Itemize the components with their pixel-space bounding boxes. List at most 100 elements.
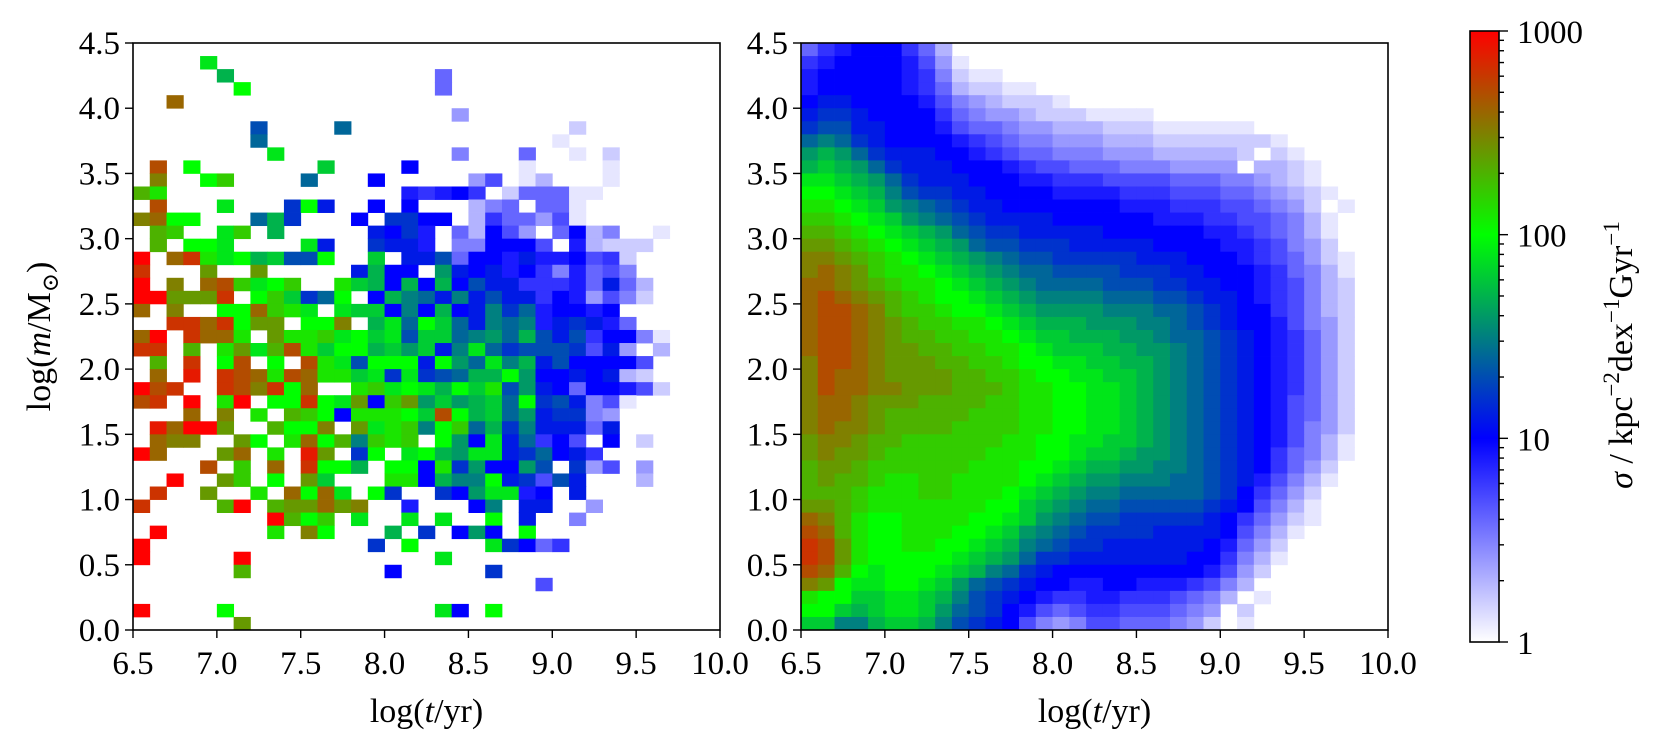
heatmap-cell bbox=[834, 251, 852, 266]
heatmap-cell bbox=[552, 303, 570, 318]
heatmap-cell bbox=[233, 82, 251, 96]
x-tick-label: 9.5 bbox=[616, 646, 657, 682]
heatmap-cell bbox=[834, 160, 852, 174]
heatmap-cell bbox=[401, 356, 419, 370]
heatmap-cell bbox=[868, 486, 886, 500]
heatmap-cell bbox=[1237, 264, 1255, 279]
heatmap-cell bbox=[501, 212, 520, 227]
heatmap-cell bbox=[535, 382, 553, 396]
heatmap-cell bbox=[1119, 343, 1137, 357]
heatmap-cell bbox=[985, 525, 1003, 540]
heatmap-cell bbox=[585, 421, 603, 435]
heatmap-cell bbox=[1052, 238, 1070, 253]
heatmap-cell bbox=[968, 290, 986, 305]
heatmap-cell bbox=[1153, 147, 1171, 161]
heatmap-cell bbox=[384, 277, 402, 292]
heatmap-cell bbox=[334, 316, 352, 331]
heatmap-cell bbox=[1102, 134, 1121, 148]
heatmap-cell bbox=[968, 186, 986, 200]
heatmap-cell bbox=[834, 238, 852, 253]
heatmap-cell bbox=[1052, 251, 1070, 266]
heatmap-cell bbox=[1035, 421, 1053, 435]
heatmap-cell bbox=[267, 473, 285, 487]
heatmap-cell bbox=[569, 343, 587, 357]
heatmap-cell bbox=[1019, 382, 1037, 396]
heatmap-cell bbox=[1019, 108, 1037, 122]
heatmap-cell bbox=[351, 329, 369, 344]
heatmap-cell bbox=[518, 447, 536, 461]
heatmap-cell bbox=[334, 303, 352, 318]
heatmap-cell bbox=[585, 343, 603, 357]
heatmap-cell bbox=[317, 473, 335, 487]
heatmap-cell bbox=[1069, 473, 1087, 487]
heatmap-cell bbox=[1069, 564, 1087, 579]
heatmap-cell bbox=[233, 382, 251, 396]
heatmap-cell bbox=[1069, 369, 1087, 383]
heatmap-cell bbox=[434, 290, 453, 305]
heatmap-cell bbox=[1002, 264, 1020, 279]
heatmap-cell bbox=[801, 343, 819, 357]
heatmap-cell bbox=[1186, 538, 1204, 553]
heatmap-cell bbox=[1253, 329, 1271, 344]
heatmap-cell bbox=[518, 212, 536, 227]
heatmap-cell bbox=[602, 303, 620, 318]
heatmap-cell bbox=[636, 382, 654, 396]
heatmap-cell bbox=[1119, 421, 1137, 435]
heatmap-cell bbox=[451, 603, 469, 618]
heatmap-cell bbox=[619, 343, 637, 357]
heatmap-cell bbox=[1102, 369, 1121, 383]
heatmap-cell bbox=[968, 369, 986, 383]
heatmap-cell bbox=[200, 421, 218, 435]
heatmap-cell bbox=[901, 290, 919, 305]
heatmap-cell bbox=[918, 121, 936, 135]
heatmap-cell bbox=[868, 95, 886, 109]
heatmap-cell bbox=[1119, 486, 1137, 500]
heatmap-cell bbox=[1002, 238, 1020, 253]
heatmap-cell bbox=[1253, 134, 1271, 148]
heatmap-cell bbox=[535, 421, 553, 435]
label-part: ⊙ bbox=[38, 273, 63, 292]
heatmap-cell bbox=[935, 186, 953, 200]
heatmap-cell bbox=[1153, 160, 1171, 174]
heatmap-cell bbox=[619, 395, 637, 409]
heatmap-cell bbox=[434, 551, 453, 566]
heatmap-cell bbox=[1069, 577, 1087, 592]
heatmap-cell bbox=[233, 460, 251, 474]
heatmap-cell bbox=[801, 564, 819, 579]
heatmap-cell bbox=[1119, 225, 1137, 240]
heatmap-cell bbox=[384, 356, 402, 370]
y-tick-label: 1.5 bbox=[79, 417, 120, 453]
heatmap-cell bbox=[1153, 316, 1171, 331]
heatmap-cell bbox=[552, 434, 570, 448]
heatmap-cell bbox=[1320, 277, 1339, 292]
heatmap-cell bbox=[951, 369, 970, 383]
heatmap-cell bbox=[1220, 473, 1238, 487]
heatmap-cell bbox=[901, 525, 919, 540]
heatmap-cell bbox=[183, 251, 201, 266]
heatmap-cell bbox=[801, 512, 819, 527]
heatmap-cell bbox=[1220, 173, 1238, 187]
heatmap-cell bbox=[968, 603, 986, 618]
heatmap-cell bbox=[367, 382, 385, 396]
heatmap-cell bbox=[1086, 343, 1104, 357]
heatmap-cell bbox=[1119, 369, 1137, 383]
heatmap-cell bbox=[1002, 421, 1020, 435]
heatmap-cell bbox=[884, 434, 903, 448]
heatmap-cell bbox=[250, 343, 268, 357]
heatmap-cell bbox=[1019, 460, 1037, 474]
heatmap-cell bbox=[851, 382, 869, 396]
heatmap-cell bbox=[1153, 512, 1171, 527]
heatmap-cell bbox=[801, 460, 819, 474]
heatmap-cell bbox=[801, 95, 819, 109]
heatmap-cell bbox=[485, 382, 503, 396]
heatmap-cell bbox=[1035, 225, 1053, 240]
heatmap-cell bbox=[1086, 225, 1104, 240]
heatmap-cell bbox=[602, 251, 620, 266]
heatmap-cell bbox=[1035, 290, 1053, 305]
heatmap-cell bbox=[968, 421, 986, 435]
heatmap-cell bbox=[602, 434, 620, 448]
heatmap-cell bbox=[1169, 173, 1188, 187]
heatmap-cell bbox=[817, 264, 835, 279]
heatmap-cell bbox=[401, 369, 419, 383]
heatmap-cell bbox=[367, 303, 385, 318]
